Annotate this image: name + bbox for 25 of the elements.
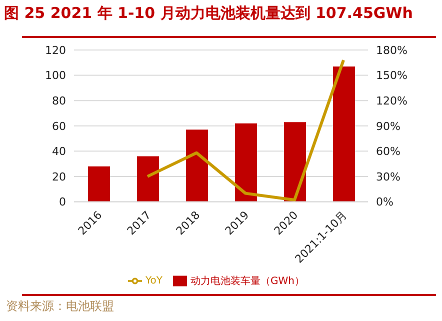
y-tick-label: 80 — [52, 94, 66, 108]
bar — [284, 122, 306, 202]
y-tick-label: 0 — [59, 196, 66, 209]
y2-tick-label: 150% — [376, 69, 408, 82]
y2-tick-label: 120% — [376, 94, 408, 108]
y-tick-label: 100 — [45, 69, 66, 82]
y2-tick-label: 90% — [376, 120, 400, 133]
text: 资料来源：电池联盟 — [6, 298, 114, 315]
y-tick-label: 40 — [52, 145, 66, 158]
bar — [186, 130, 208, 202]
y-tick-label: 120 — [45, 44, 66, 57]
y2-tick-label: 60% — [376, 145, 400, 158]
y-tick-label: 60 — [52, 120, 66, 133]
y2-tick-label: 180% — [376, 44, 408, 57]
legend-label: 动力电池装车量（GWh） — [190, 276, 304, 287]
line-series — [146, 58, 345, 202]
legend-label: YoY — [146, 276, 163, 287]
bar — [137, 156, 159, 202]
y2-tick-label: 30% — [376, 170, 400, 184]
y2-tick-label: 0% — [376, 196, 394, 209]
y-tick-label: 20 — [52, 170, 66, 184]
bar — [235, 123, 257, 202]
chart-title: 图 25 2021 年 1-10 月动力电池装机量达到 107.45GWh — [4, 4, 413, 23]
bar — [333, 66, 355, 202]
bar — [88, 166, 110, 202]
